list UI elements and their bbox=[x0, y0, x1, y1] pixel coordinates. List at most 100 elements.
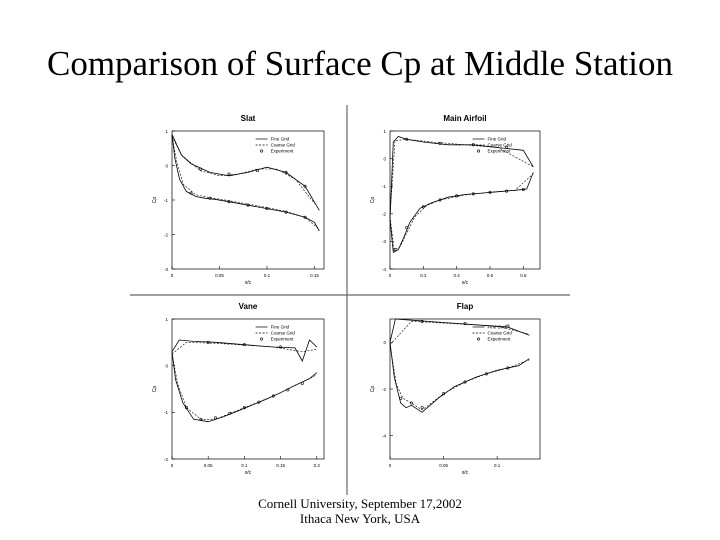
vane-plot-frame bbox=[171, 318, 325, 460]
flap-plot-frame bbox=[389, 318, 541, 460]
main-experiment-point bbox=[438, 141, 442, 145]
slat-experiment-point bbox=[265, 207, 269, 211]
vane-legend-label: Fine Grid bbox=[271, 325, 290, 330]
slide-title: Comparison of Surface Cp at Middle Stati… bbox=[46, 44, 674, 83]
main-y-tick-label: 0 bbox=[383, 156, 386, 161]
main-y-tick-label: -1 bbox=[382, 184, 386, 189]
main-experiment-point bbox=[405, 226, 409, 230]
main-series-line-1 bbox=[389, 136, 534, 220]
main-x-tick-label: 0.8 bbox=[520, 273, 527, 278]
slat-experiment-point bbox=[284, 170, 288, 174]
flap-x-axis-label: x/c bbox=[462, 470, 469, 476]
vane-experiment-point bbox=[242, 406, 246, 410]
vane-legend-label: Experiment bbox=[271, 337, 295, 342]
flap-chart-title: Flap bbox=[457, 302, 474, 311]
flap-y-tick-label: -2 bbox=[382, 387, 386, 392]
main-series-line-0 bbox=[389, 172, 534, 254]
main-experiment-point bbox=[438, 198, 442, 202]
slat-y-tick-label: -2 bbox=[164, 232, 168, 237]
main-x-tick-label: 0 bbox=[389, 273, 392, 278]
slat-legend-swatch bbox=[260, 149, 264, 153]
vane-experiment-point bbox=[257, 400, 261, 404]
main-y-tick-label: -2 bbox=[382, 212, 386, 217]
slat-experiment-point bbox=[189, 191, 193, 195]
slat-x-axis-label: x/c bbox=[245, 280, 252, 286]
main-experiment-point bbox=[455, 194, 459, 198]
flap-experiment-point bbox=[409, 401, 413, 405]
main-series-line-2 bbox=[389, 173, 534, 251]
flap-series-line-2 bbox=[389, 344, 530, 411]
vane-experiment-point bbox=[213, 416, 217, 420]
vane-experiment-point bbox=[286, 388, 290, 392]
slat-experiment-point bbox=[256, 169, 260, 173]
footer-affiliation: Cornell University, September 17,2002 bbox=[258, 496, 462, 511]
slat-x-tick-label: 0.05 bbox=[215, 273, 224, 278]
main-legend-label: Experiment bbox=[488, 149, 512, 154]
slat-experiment-point bbox=[303, 184, 307, 188]
main-experiment-point bbox=[405, 137, 409, 141]
slat-legend-label: Fine Grid bbox=[271, 137, 290, 142]
main-legend-label: Fine Grid bbox=[488, 137, 507, 142]
main-experiment-point bbox=[521, 188, 525, 192]
vane-series-line-2 bbox=[171, 353, 317, 420]
slat-experiment-point bbox=[303, 215, 307, 219]
flap-experiment-point bbox=[506, 324, 510, 328]
vane-x-tick-label: 0.1 bbox=[241, 463, 248, 468]
main-x-tick-label: 0.4 bbox=[454, 273, 461, 278]
vane-y-tick-label: 0 bbox=[165, 363, 168, 368]
vane-experiment-point bbox=[271, 394, 275, 398]
slat-x-tick-label: 0 bbox=[171, 273, 174, 278]
main-y-tick-label: -4 bbox=[382, 267, 386, 272]
main-chart-title: Main Airfoil bbox=[443, 114, 486, 123]
flap-experiment-point bbox=[463, 380, 467, 384]
vane-x-axis-label: x/c bbox=[245, 470, 252, 476]
flap-experiment-point bbox=[506, 366, 510, 370]
footer-location: Ithaca New York, USA bbox=[299, 511, 421, 526]
main-legend-label: Coarse Grid bbox=[488, 143, 513, 148]
flap-experiment-point bbox=[399, 396, 403, 400]
slat-y-axis-label: Cp bbox=[152, 197, 158, 204]
vane-series-line-3 bbox=[171, 341, 317, 355]
main-y-tick-label: 1 bbox=[383, 129, 386, 134]
slat-y-tick-label: -3 bbox=[164, 267, 168, 272]
vane-chart-title: Vane bbox=[239, 302, 258, 311]
flap-legend-label: Fine Grid bbox=[488, 325, 507, 330]
flap-legend-label: Experiment bbox=[488, 337, 512, 342]
vane-y-tick-label: 1 bbox=[165, 317, 168, 322]
slat-series-line-3 bbox=[171, 136, 315, 204]
vane-y-tick-label: -1 bbox=[164, 410, 168, 415]
vane-experiment-point bbox=[242, 343, 246, 347]
slat-experiment-point bbox=[208, 196, 212, 200]
flap-x-tick-label: 0.05 bbox=[439, 463, 448, 468]
flap-experiment-point bbox=[420, 406, 424, 410]
main-x-tick-label: 0.6 bbox=[487, 273, 494, 278]
main-experiment-point bbox=[488, 190, 492, 194]
main-experiment-point bbox=[505, 189, 509, 193]
main-experiment-point bbox=[393, 248, 397, 252]
chart-vane: Vane 0 0.05 0.1 0.15 0.2 -2 -1 0 1 x/c Cp Fine GridC… bbox=[152, 302, 325, 476]
main-series-line-3 bbox=[389, 138, 534, 217]
vane-experiment-point bbox=[184, 406, 188, 410]
flap-series-line-3 bbox=[389, 320, 530, 345]
footer: Cornell University, September 17,2002 It… bbox=[0, 496, 720, 526]
slat-experiment-point bbox=[199, 167, 203, 171]
slat-legend-label: Experiment bbox=[271, 149, 295, 154]
vane-experiment-point bbox=[228, 411, 232, 415]
slat-experiment-point bbox=[284, 210, 288, 214]
main-experiment-point bbox=[471, 143, 475, 147]
main-experiment-point bbox=[421, 205, 425, 209]
main-y-tick-label: -3 bbox=[382, 239, 386, 244]
flap-y-tick-label: -4 bbox=[382, 433, 386, 438]
flap-x-tick-label: 0.1 bbox=[494, 463, 501, 468]
main-experiment-point bbox=[471, 192, 475, 196]
flap-y-axis-label: Cp bbox=[370, 386, 376, 393]
vane-experiment-point bbox=[199, 417, 203, 421]
vane-experiment-point bbox=[206, 340, 210, 344]
chart-main-airfoil: Main Airfoil 0 0.2 0.4 0.6 0.8 -4 -3 -2 -1 0 1 x/c Cp… bbox=[370, 114, 541, 286]
vane-x-tick-label: 0.05 bbox=[204, 463, 213, 468]
slat-experiment-point bbox=[227, 172, 231, 176]
slat-y-tick-label: 0 bbox=[165, 163, 168, 168]
vane-y-tick-label: -2 bbox=[164, 457, 168, 462]
